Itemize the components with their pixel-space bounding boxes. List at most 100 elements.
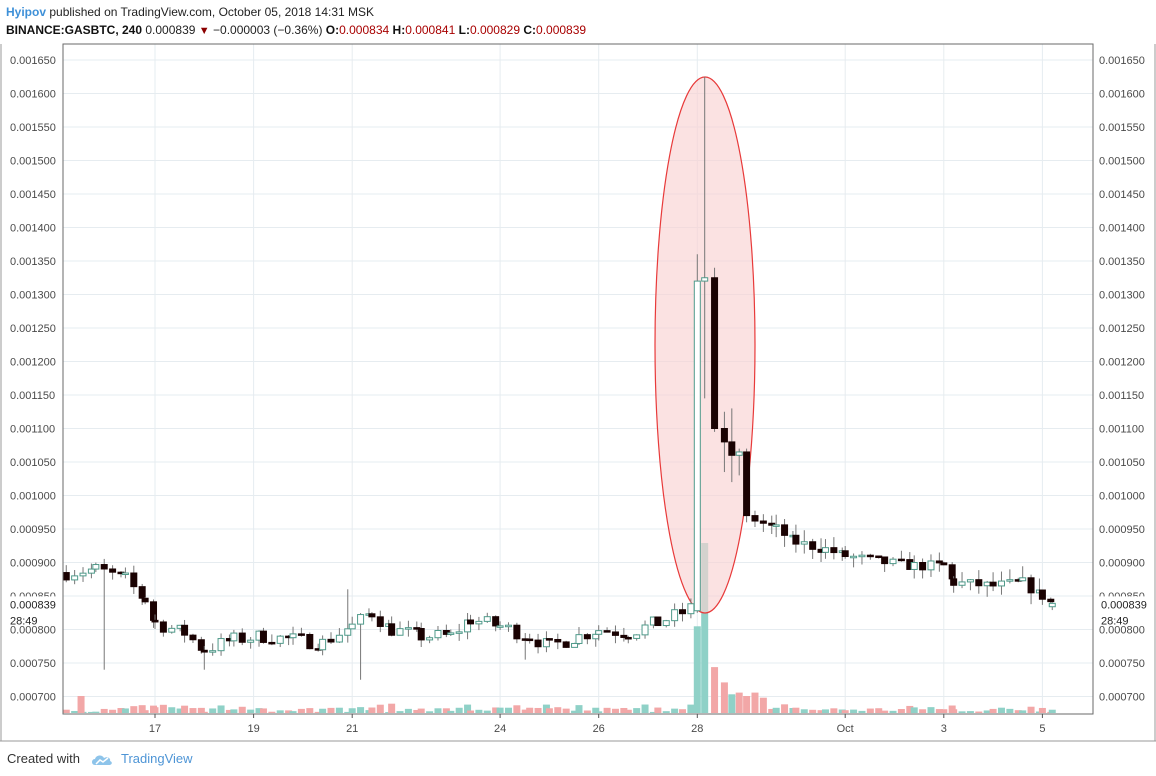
candle-body: [1006, 579, 1014, 582]
candle-body: [743, 451, 751, 517]
candle-body: [121, 572, 129, 576]
candle-down: [711, 267, 719, 432]
volume-bar: [850, 709, 858, 713]
candle-body: [513, 624, 521, 640]
candle-body: [679, 609, 687, 615]
candle-down: [751, 510, 759, 528]
candle-body: [388, 623, 396, 636]
candle-body: [662, 620, 670, 627]
tradingview-brand[interactable]: TradingView: [121, 751, 193, 766]
ohlc-legend: BINANCE:GASBTC, 240 0.000839 ▼ −0.000003…: [6, 23, 586, 37]
x-tick-label: 3: [941, 723, 947, 735]
candle-up: [1048, 602, 1056, 611]
candle-body: [368, 613, 376, 618]
candle-up: [641, 620, 649, 639]
author-name[interactable]: Hyipov: [6, 5, 47, 19]
y-tick-label-right: 0.000750: [1099, 658, 1145, 670]
candle-body: [866, 554, 874, 558]
candle-up: [966, 579, 974, 591]
volume-bar: [997, 707, 1005, 713]
candle-body: [693, 280, 701, 612]
candle-body: [919, 562, 927, 571]
candle-down: [327, 632, 335, 644]
volume-bar: [297, 708, 305, 713]
candle-up: [496, 621, 504, 631]
candle-up: [289, 626, 297, 645]
candle-up: [404, 620, 412, 637]
candle-body: [483, 616, 491, 622]
candle-up: [1006, 569, 1014, 584]
volume-bar: [906, 705, 914, 713]
candle-down: [417, 622, 425, 648]
candle-body: [159, 621, 167, 633]
candle-body: [71, 575, 79, 581]
y-tick-label-left: 0.001650: [10, 55, 56, 67]
candle-body: [800, 541, 808, 545]
candle-body: [583, 634, 591, 640]
volume-bar: [800, 709, 808, 713]
candle-body: [781, 524, 789, 536]
volume-bar: [751, 692, 759, 713]
volume-bar: [200, 711, 208, 713]
candle-up: [958, 572, 966, 589]
volume-bar: [159, 704, 167, 713]
y-tick-label-right: 0.001400: [1099, 223, 1145, 235]
symbol-label: BINANCE:GASBTC, 240: [6, 23, 143, 37]
candle-up: [772, 514, 780, 538]
volume-bar: [238, 706, 246, 713]
candle-body: [997, 580, 1005, 587]
publish-text: published on TradingView.com, October 05…: [49, 5, 375, 19]
volume-bar: [821, 709, 829, 713]
candle-body: [344, 628, 352, 636]
volume-bar: [624, 709, 632, 713]
candle-body: [200, 649, 208, 653]
candle-body: [396, 628, 404, 636]
candle-body: [720, 428, 728, 443]
candle-up: [92, 562, 100, 573]
candle-body: [975, 579, 983, 587]
volume-bar: [1048, 709, 1056, 713]
volume-bar: [130, 706, 138, 713]
candle-up: [571, 642, 579, 648]
volume-bar: [217, 705, 225, 713]
candle-up: [426, 635, 434, 644]
candle-body: [966, 579, 974, 583]
candle-body: [728, 441, 736, 456]
candle-up: [455, 623, 463, 641]
volume-bar: [62, 709, 70, 713]
candle-body: [138, 586, 146, 599]
candle-body: [571, 642, 579, 648]
volume-bar: [426, 711, 434, 713]
candle-up: [821, 539, 829, 559]
volume-bar: [483, 710, 491, 713]
x-tick-label: Oct: [837, 723, 854, 735]
candle-up: [217, 633, 225, 656]
candle-up: [464, 612, 472, 640]
volume-bar: [319, 708, 327, 713]
candle-body: [562, 641, 570, 648]
candle-down: [368, 612, 376, 622]
candle-down: [743, 448, 751, 523]
candle-up: [1019, 566, 1027, 582]
candle-body: [335, 634, 343, 643]
volume-bar: [679, 709, 687, 713]
candle-down: [62, 565, 70, 583]
candle-up: [693, 254, 701, 613]
candle-body: [151, 619, 159, 623]
y-tick-label-right: 0.001250: [1099, 323, 1145, 335]
candle-down: [100, 558, 108, 670]
volume-bar: [121, 708, 129, 713]
volume-bar: [940, 709, 948, 713]
volume-bar: [526, 707, 534, 713]
volume-bar: [396, 711, 404, 713]
candle-down: [238, 628, 246, 646]
y-tick-label-left: 0.000950: [10, 524, 56, 536]
volume-bar: [919, 709, 927, 713]
candle-down: [679, 602, 687, 622]
candle-body: [247, 639, 255, 643]
candle-down: [130, 565, 138, 594]
candle-body: [348, 623, 356, 630]
volume-bar: [875, 708, 883, 713]
volume-bar: [475, 709, 483, 713]
